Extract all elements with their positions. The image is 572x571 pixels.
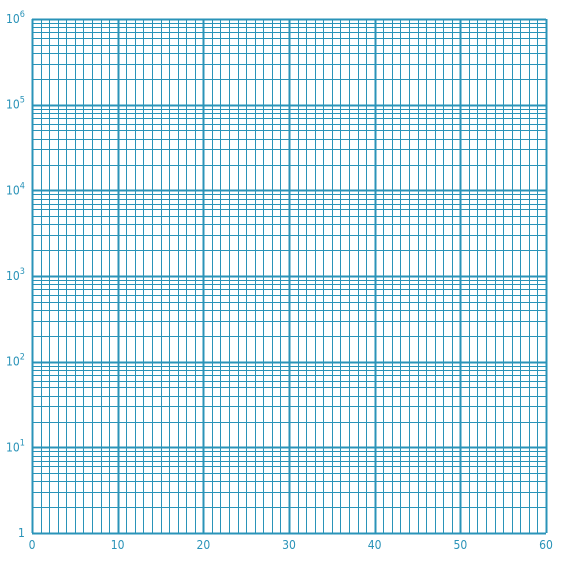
y-tick-base: 10 (6, 355, 20, 369)
x-tick-label: 30 (282, 538, 296, 552)
y-tick-base: 10 (6, 440, 20, 454)
y-tick-label: 105 (6, 96, 25, 112)
y-tick-label: 104 (6, 181, 25, 197)
y-tick-exponent: 6 (20, 10, 25, 20)
y-tick-label: 1 (18, 526, 25, 540)
y-tick-exponent: 4 (20, 181, 25, 191)
y-tick-base: 10 (6, 269, 20, 283)
y-tick-exponent: 1 (20, 438, 25, 448)
y-tick-label: 106 (6, 10, 25, 26)
y-tick-label: 101 (6, 438, 25, 454)
y-tick-label: 102 (6, 353, 25, 369)
x-tick-label: 60 (539, 538, 553, 552)
y-tick-base: 10 (6, 183, 20, 197)
y-tick-base: 10 (6, 98, 20, 112)
x-tick-label: 40 (368, 538, 382, 552)
y-tick-exponent: 2 (20, 353, 25, 363)
x-axis-tick-labels: 0 10 20 30 40 50 60 (29, 538, 553, 552)
x-tick-label: 50 (453, 538, 467, 552)
x-tick-label: 10 (111, 538, 125, 552)
y-tick-exponent: 3 (20, 267, 25, 277)
x-tick-label: 20 (196, 538, 210, 552)
y-tick-exponent: 5 (20, 96, 25, 106)
y-tick-label: 103 (6, 267, 25, 283)
y-tick-base: 10 (6, 12, 20, 26)
x-tick-label: 0 (29, 538, 36, 552)
major-grid (31, 18, 548, 535)
